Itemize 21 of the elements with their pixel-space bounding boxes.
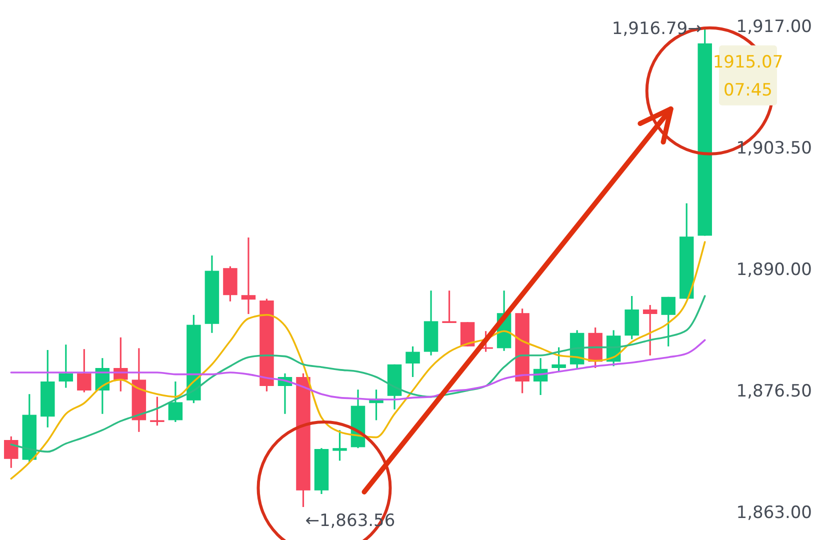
candlestick: [77, 348, 92, 394]
candlestick: [168, 380, 183, 423]
y-tick-label: 1,917.00: [736, 17, 812, 37]
candlestick: [661, 296, 676, 348]
annotation: 1915.07: [712, 52, 784, 72]
candlestick: [406, 346, 420, 378]
candlestick: [241, 236, 256, 315]
line-series: [10, 241, 706, 480]
y-tick-label: 1,863.00: [736, 503, 812, 523]
candlestick: [4, 436, 18, 469]
candlestick: [58, 344, 74, 389]
annotation: 1,916.79→: [612, 18, 702, 39]
candlestick: [642, 304, 658, 356]
candlestick: [332, 429, 347, 462]
y-tick-label: 1,903.50: [736, 138, 812, 158]
y-tick-label: 1,876.50: [736, 382, 812, 402]
candlestick: [150, 396, 164, 426]
y-tick-label: 1,890.00: [736, 260, 812, 280]
candlestick: [442, 290, 456, 324]
text: 07:45: [724, 80, 772, 100]
candlestick: [552, 346, 566, 372]
